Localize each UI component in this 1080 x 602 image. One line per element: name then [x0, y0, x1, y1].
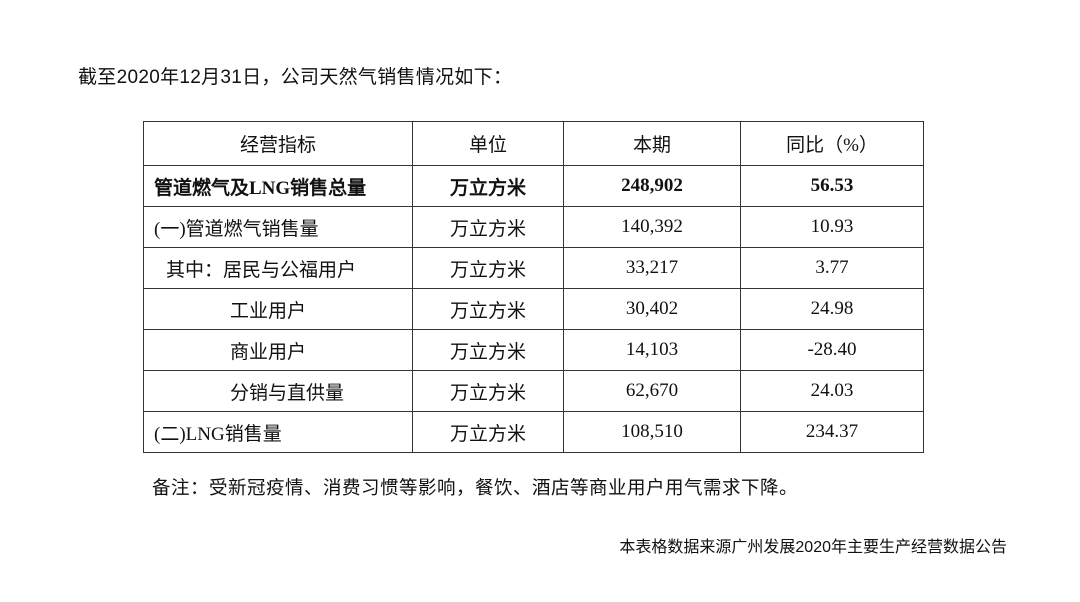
table-row: 工业用户 万立方米 30,402 24.98	[143, 288, 924, 330]
row-unit: 万立方米	[412, 411, 564, 453]
row-label: 其中：居民与公福用户	[143, 247, 413, 289]
row-unit: 万立方米	[412, 370, 564, 412]
table-row: 其中：居民与公福用户 万立方米 33,217 3.77	[143, 247, 924, 289]
row-yoy: 24.98	[740, 288, 924, 330]
row-value: 14,103	[563, 329, 741, 371]
row-yoy: 56.53	[740, 165, 924, 207]
table-row: 管道燃气及LNG销售总量 万立方米 248,902 56.53	[143, 165, 924, 207]
table-row: 商业用户 万立方米 14,103 -28.40	[143, 329, 924, 371]
row-unit: 万立方米	[412, 206, 564, 248]
row-value: 30,402	[563, 288, 741, 330]
table-note: 备注：受新冠疫情、消费习惯等影响，餐饮、酒店等商业用户用气需求下降。	[152, 479, 799, 499]
header-indicator: 经营指标	[143, 121, 413, 166]
row-unit: 万立方米	[412, 247, 564, 289]
row-label: (一)管道燃气销售量	[143, 206, 413, 248]
table-header-row: 经营指标 单位 本期 同比（%）	[143, 121, 924, 166]
row-label: 商业用户	[143, 329, 413, 371]
row-yoy: 234.37	[740, 411, 924, 453]
table-row: 分销与直供量 万立方米 62,670 24.03	[143, 370, 924, 412]
row-label: 管道燃气及LNG销售总量	[143, 165, 413, 207]
row-value: 33,217	[563, 247, 741, 289]
row-label: (二)LNG销售量	[143, 411, 413, 453]
source-caption: 本表格数据来源广州发展2020年主要生产经营数据公告	[619, 539, 1007, 556]
row-yoy: 3.77	[740, 247, 924, 289]
table-row: (二)LNG销售量 万立方米 108,510 234.37	[143, 411, 924, 453]
row-unit: 万立方米	[412, 165, 564, 207]
row-value: 248,902	[563, 165, 741, 207]
row-yoy: -28.40	[740, 329, 924, 371]
intro-text: 截至2020年12月31日，公司天然气销售情况如下：	[78, 67, 513, 88]
row-label: 工业用户	[143, 288, 413, 330]
row-unit: 万立方米	[412, 329, 564, 371]
header-yoy: 同比（%）	[740, 121, 924, 166]
header-unit: 单位	[412, 121, 564, 166]
header-current: 本期	[563, 121, 741, 166]
table-row: (一)管道燃气销售量 万立方米 140,392 10.93	[143, 206, 924, 248]
row-value: 140,392	[563, 206, 741, 248]
row-yoy: 24.03	[740, 370, 924, 412]
row-unit: 万立方米	[412, 288, 564, 330]
row-value: 62,670	[563, 370, 741, 412]
row-label: 分销与直供量	[143, 370, 413, 412]
row-value: 108,510	[563, 411, 741, 453]
gas-sales-table: 经营指标 单位 本期 同比（%） 管道燃气及LNG销售总量 万立方米 248,9…	[143, 121, 924, 453]
row-yoy: 10.93	[740, 206, 924, 248]
